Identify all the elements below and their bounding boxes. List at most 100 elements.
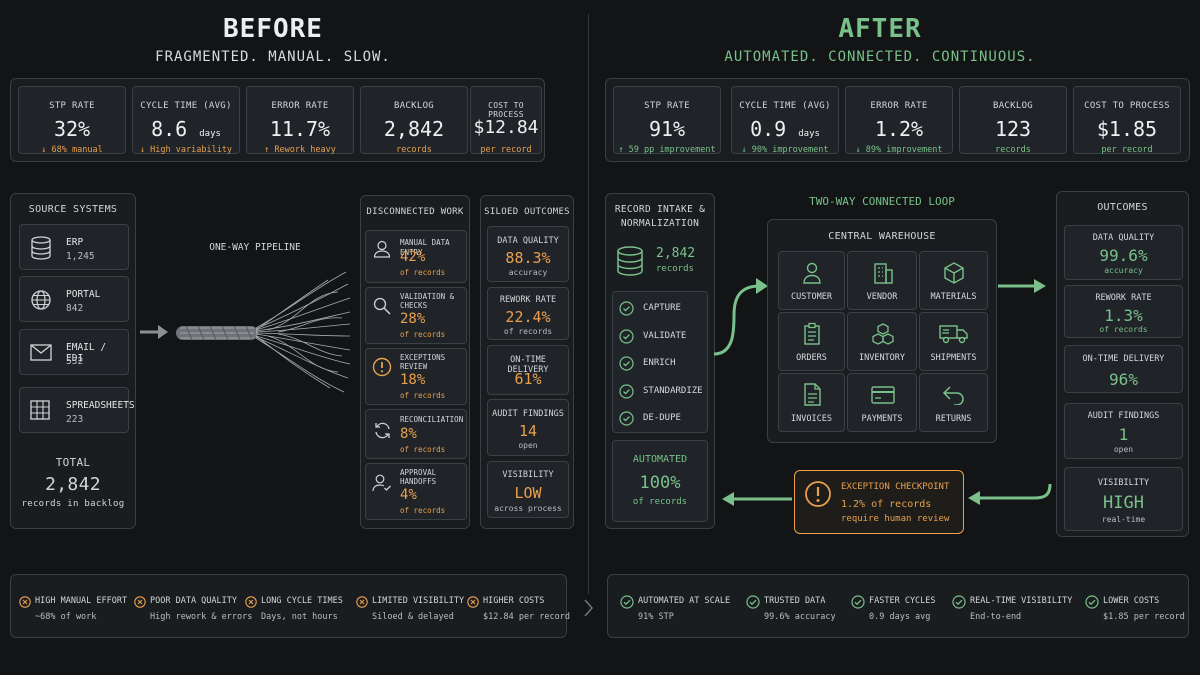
outcome-label: REWORK RATE [1095,293,1152,303]
arrow-right-icon [998,279,1046,293]
truck-icon [939,325,968,344]
outcome-label: AUDIT FINDINGS [1087,411,1160,421]
source-label: ERP [66,237,84,248]
outcome-sub: real-time [1101,515,1146,524]
outcome-card: REWORK RATE 22.4% of records [487,287,569,340]
source-item-spreadsheets[interactable]: SPREADSHEETS 223 [19,387,135,433]
kpi-note: ↑ Rework heavy [264,145,336,155]
source-systems-panel: SOURCE SYSTEMS ERP 1,245 PORTAL 842 EMAI… [10,193,136,529]
arrow-left-curved-icon [968,483,1052,505]
check-circle-icon [1085,595,1099,609]
warehouse-cell-inventory[interactable]: INVENTORY [847,312,917,371]
envelope-icon [30,344,52,361]
source-item-email-edi[interactable]: EMAIL / EDI 532 [19,329,129,375]
source-item-erp[interactable]: ERP 1,245 [19,224,129,270]
source-item-portal[interactable]: PORTAL 842 [19,276,129,322]
after-kpi-strip: STP RATE 91% ↑ 59 pp improvement CYCLE T… [605,78,1190,162]
x-circle-icon [356,596,368,608]
kpi-value: $12.84 [473,117,539,138]
person-icon [803,262,821,284]
step-de-dupe: DE-DUPE [617,408,705,430]
curved-arrow-up-icon [713,278,768,356]
warehouse-cell-label: SHIPMENTS [930,353,977,363]
work-item[interactable]: APPROVAL HANDOFFS 4% of records [365,463,467,520]
kpi-value: 32% [53,117,91,141]
warehouse-cell-label: ORDERS [796,353,827,363]
spreadsheet-icon [30,400,50,420]
central-warehouse-panel: CENTRAL WAREHOUSE CUSTOMER VENDOR MATERI… [767,219,997,443]
work-sub: of records [400,268,446,277]
work-sub: of records [400,445,446,454]
outcome-card: ON-TIME DELIVERY 96% [1064,345,1183,393]
check-circle-icon [620,595,634,609]
warehouse-cell-vendor[interactable]: VENDOR [847,251,917,310]
disconnected-work-title: DISCONNECTED WORK [366,207,464,217]
outcome-sub: accuracy [1104,266,1143,275]
x-circle-icon [467,596,479,608]
kpi-card: COST TO PROCESS $12.84 per record [470,86,542,155]
work-pct: 18% [400,372,426,388]
warehouse-cell-shipments[interactable]: SHIPMENTS [919,312,988,371]
pipeline-label: ONE-WAY PIPELINE [209,242,301,253]
before-subtitle: FRAGMENTED. MANUAL. SLOW. [155,49,391,65]
database-icon [617,246,643,276]
work-item[interactable]: EXCEPTIONS REVIEW 18% of records [365,348,467,405]
kpi-note: ↓ High variability [139,145,233,155]
outcome-card: DATA QUALITY 88.3% accuracy [487,226,569,282]
outcome-label: VISIBILITY [502,470,554,480]
building-icon [874,263,893,284]
x-circle-icon [245,596,257,608]
work-sub: of records [400,391,446,400]
kpi-label: CYCLE TIME (AVG) [739,101,831,111]
warning-circle-icon [805,481,831,507]
source-label: EMAIL / EDI [66,342,107,364]
work-item[interactable]: VALIDATION & CHECKS 28% of records [365,287,467,344]
kpi-card: BACKLOG 2,842 records [360,86,468,155]
footer-title: POOR DATA QUALITY [150,596,237,606]
source-label: SPREADSHEETS [66,400,135,411]
clipboard-icon [804,322,820,345]
warehouse-cell-orders[interactable]: ORDERS [778,312,845,371]
step-validate: VALIDATE [617,326,705,348]
exception-line-2: require human review [841,514,950,524]
work-sub: of records [400,330,446,339]
footer-title: LONG CYCLE TIMES [261,596,343,606]
before-footer: HIGH MANUAL EFFORT ~68% of work POOR DAT… [10,574,570,638]
kpi-value: 91% [648,117,686,141]
kpi-note: ↓ 89% improvement [855,145,943,155]
warehouse-cell-materials[interactable]: MATERIALS [919,251,988,310]
globe-icon [31,290,51,310]
warehouse-cell-payments[interactable]: PAYMENTS [847,373,917,432]
document-icon [804,383,821,406]
outcome-label: VISIBILITY [1097,478,1150,488]
work-label: APPROVAL [400,468,437,477]
warehouse-cell-invoices[interactable]: INVOICES [778,373,845,432]
step-label: CAPTURE [643,303,681,313]
check-circle-icon [619,384,634,399]
kpi-label: ERROR RATE [870,101,928,111]
footer-sub: ~68% of work [35,612,97,622]
before-kpi-strip: STP RATE 32% ↓ 68% manual CYCLE TIME (AV… [10,78,545,162]
step-enrich: ENRICH [617,353,705,375]
kpi-value: 8.6 days [151,117,221,141]
check-circle-icon [851,595,865,609]
record-intake-panel: RECORD INTAKE & NORMALIZATION 2,842 reco… [605,193,715,529]
warehouse-cell-customer[interactable]: CUSTOMER [778,251,845,310]
work-item[interactable]: RECONCILIATION 8% of records [365,409,467,459]
warehouse-cell-label: CUSTOMER [791,292,832,302]
box-icon [944,262,964,284]
kpi-label: BACKLOG [992,101,1034,111]
warehouse-cell-returns[interactable]: RETURNS [919,373,988,432]
warehouse-cell-label: VENDOR [866,292,898,302]
kpi-value: 11.7% [269,117,331,141]
loop-label: TWO-WAY CONNECTED LOOP [809,195,955,208]
source-count: 842 [66,303,84,314]
work-item[interactable]: MANUAL DATA ENTRY 42% of records [365,230,467,283]
total-label: TOTAL [55,456,91,469]
work-label-2: HANDOFFS [400,477,437,486]
outcome-label: ON-TIME DELIVERY [507,355,549,375]
outcome-value: HIGH [1103,493,1144,513]
exception-checkpoint[interactable]: EXCEPTION CHECKPOINT 1.2% of records req… [794,470,964,534]
step-capture: CAPTURE [617,298,705,320]
kpi-note: records [995,145,1031,155]
